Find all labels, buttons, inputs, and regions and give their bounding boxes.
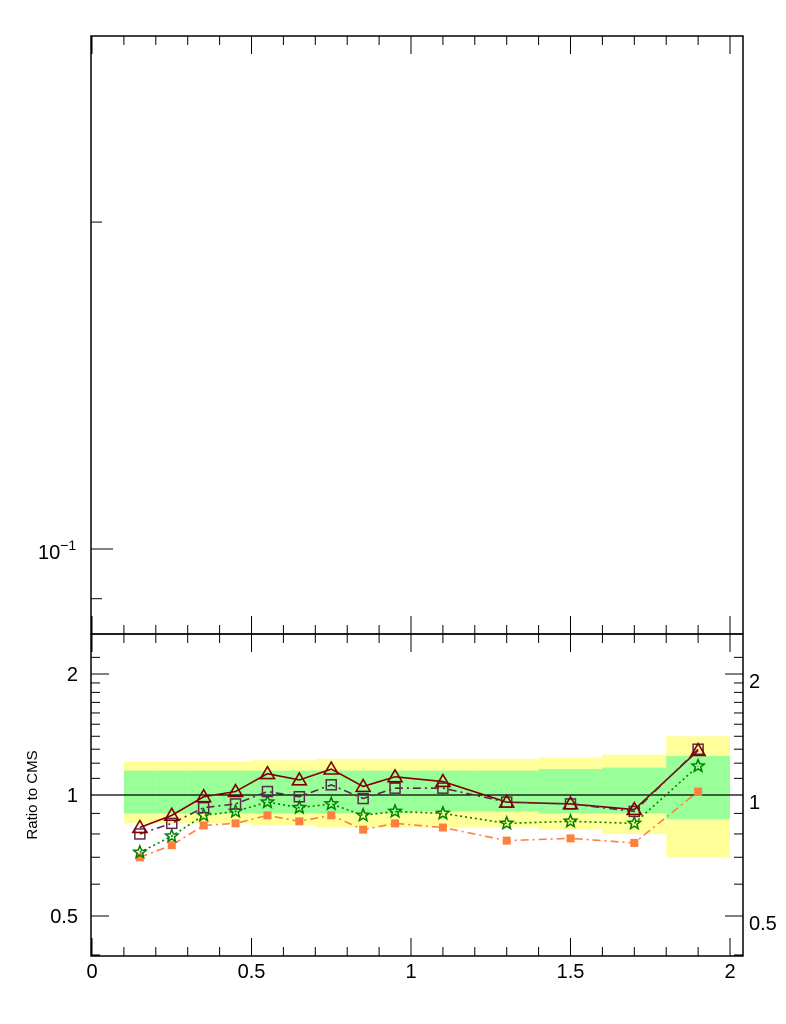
- series-1-marker: [197, 801, 210, 814]
- ratio-y-axis-label: Ratio to CMS: [24, 750, 41, 839]
- series-0-marker: [195, 788, 213, 803]
- series-line-2: [139, 765, 699, 854]
- series-0-marker: [354, 777, 372, 793]
- series-0-marker: [227, 782, 244, 798]
- ratio-y-tick-label-left: 2: [67, 664, 78, 686]
- series-0-marker: [386, 768, 404, 783]
- series-3-marker: [263, 811, 272, 820]
- series-1-marker: [357, 792, 369, 805]
- band-inner: [474, 770, 539, 812]
- series-3-marker: [502, 836, 511, 845]
- series-2-marker: [498, 814, 515, 831]
- series-0-marker: [259, 765, 276, 780]
- series-3-marker: [391, 819, 400, 828]
- series-1-marker: [134, 828, 146, 840]
- top-plot-frame: [90, 35, 744, 635]
- series-0-marker: [689, 741, 707, 757]
- series-0-marker: [434, 772, 452, 788]
- series-1-marker: [389, 782, 401, 794]
- ratio-series-lines: [139, 748, 699, 859]
- uncertainty-bands: [123, 736, 730, 858]
- series-3-marker: [231, 819, 240, 828]
- series-0-marker: [322, 760, 340, 775]
- series-0-marker: [163, 806, 181, 822]
- series-3-marker: [694, 787, 703, 796]
- ratio-x-tick-label: 0: [86, 961, 97, 983]
- band-inner: [155, 770, 188, 814]
- ratio-x-tick-label: 1.5: [557, 961, 585, 983]
- ratio-axes: 0 0.5 1 1.5 2 0.5 0.5 1 1 2 2: [50, 634, 777, 983]
- ratio-y-tick-label-left: 1: [67, 785, 78, 807]
- top-y-tick-label: 10−1: [38, 537, 76, 564]
- series-2-marker: [355, 806, 372, 823]
- ratio-series-markers: [131, 741, 707, 862]
- series-1-marker: [261, 785, 274, 798]
- series-1-marker: [437, 782, 449, 794]
- series-1-marker: [229, 798, 242, 810]
- series-2-marker: [386, 802, 404, 819]
- ratio-x-tick-label: 2: [724, 961, 735, 983]
- series-3-marker: [135, 853, 144, 862]
- band-inner: [411, 770, 475, 812]
- series-3-marker: [199, 821, 208, 830]
- series-2-marker: [689, 757, 707, 774]
- series-3-marker: [327, 811, 336, 820]
- series-2-marker: [163, 827, 180, 844]
- series-2-marker: [323, 795, 340, 811]
- series-0-marker: [290, 771, 308, 786]
- series-2-marker: [291, 799, 308, 815]
- ratio-panel: 0 0.5 1 1.5 2 0.5 0.5 1 1 2 2 Ratio to CMS: [24, 633, 777, 983]
- ratio-x-tick-label: 1: [405, 961, 416, 983]
- series-3-marker: [359, 825, 368, 834]
- series-2-marker: [259, 793, 276, 810]
- band-inner: [123, 770, 156, 814]
- series-1-marker: [325, 779, 337, 791]
- top-y-axis: [91, 221, 113, 600]
- ratio-y-tick-label-right: 2: [749, 671, 760, 693]
- ratio-y-tick-label-right: 1: [749, 792, 760, 814]
- series-3-marker: [167, 841, 176, 850]
- series-0-marker: [562, 795, 579, 810]
- series-0-marker: [131, 818, 149, 834]
- series-1-marker: [166, 817, 178, 830]
- ratio-y-tick-label-left: 0.5: [50, 906, 78, 928]
- series-3-marker: [438, 823, 447, 832]
- top-x-axis: [91, 36, 731, 634]
- series-3-marker: [566, 834, 575, 843]
- series-1-marker: [293, 791, 306, 803]
- series-2-marker: [131, 843, 148, 860]
- band-inner: [251, 770, 284, 814]
- ratio-y-tick-label-right: 0.5: [749, 913, 777, 935]
- top-panel: 10−1: [38, 35, 744, 635]
- series-0-marker: [498, 793, 516, 808]
- series-2-marker: [562, 812, 579, 829]
- series-2-marker: [626, 814, 643, 831]
- series-2-marker: [434, 804, 452, 821]
- series-3-marker: [295, 817, 304, 826]
- series-0-marker: [625, 800, 643, 816]
- series-line-3: [139, 790, 699, 859]
- ratio-x-tick-label: 0.5: [238, 961, 266, 983]
- series-3-marker: [630, 838, 639, 847]
